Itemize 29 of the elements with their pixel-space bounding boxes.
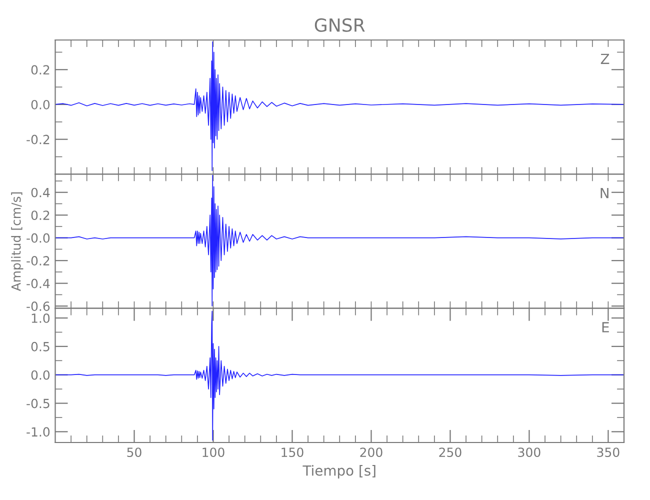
y-tick-label: -0.2	[26, 256, 50, 266]
y-tick-label: -0.5	[26, 398, 50, 408]
line-series	[55, 41, 624, 172]
x-tick-label: 350	[597, 448, 620, 458]
y-axis-title: Amplitud [cm/s]	[11, 192, 24, 292]
y-tick-label: -0.6	[26, 302, 50, 311]
annotation: E	[602, 322, 609, 332]
y-tick-label: 1.0	[32, 313, 50, 323]
x-tick-label: 300	[518, 448, 540, 458]
y-tick-label: 0.0	[31, 370, 50, 380]
x-tick-label: 200	[360, 448, 382, 458]
x-tick-label: 250	[439, 448, 462, 458]
y-tick-label: 0.5	[31, 342, 50, 352]
x-tick-label: 50	[127, 448, 142, 458]
y-tick-label: 0.2	[31, 210, 50, 220]
y-tick-label: 0.4	[31, 188, 50, 198]
y-tick-label: -0.4	[26, 278, 50, 288]
line-series	[55, 310, 624, 441]
annotation: Z	[600, 54, 610, 64]
chart-title: GNSR	[314, 18, 365, 32]
annotation: N	[600, 188, 608, 198]
y-tick-label: -0.0	[26, 233, 50, 243]
y-tick-label: 0.2	[31, 65, 50, 75]
y-tick-label: 0.0	[31, 100, 50, 110]
x-axis-title: Tiempo [s]	[302, 465, 376, 478]
y-tick-label: -1.0	[26, 427, 50, 437]
x-tick-label: 150	[282, 448, 304, 458]
y-tick-label: -0.2	[26, 134, 50, 144]
x-tick-label: 100	[202, 448, 224, 458]
